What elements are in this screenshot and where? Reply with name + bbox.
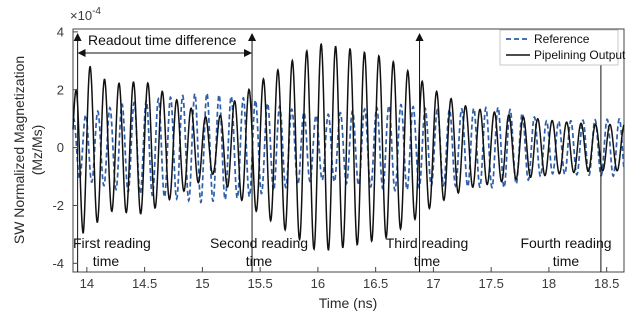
x-tick-label: 18.5 (594, 276, 619, 291)
x-tick-label: 14 (80, 276, 94, 291)
reading-time-label: Fourth reading (520, 235, 611, 251)
reading-time-label-2: time (414, 253, 441, 269)
x-tick-label: 16 (311, 276, 325, 291)
y-multiplier: ×10-4 (70, 6, 101, 23)
series-line-pipelining-output (72, 43, 625, 252)
x-tick-label: 15.5 (247, 276, 272, 291)
series-layer (72, 43, 625, 252)
x-tick-label: 16.5 (363, 276, 388, 291)
reading-time-label: First reading (73, 235, 151, 251)
x-tick-label: 17 (426, 276, 440, 291)
readout-annotation-text: Readout time difference (88, 32, 237, 48)
y-tick-label: 2 (57, 82, 64, 97)
reading-time-label-2: time (93, 253, 120, 269)
x-tick-label: 14.5 (132, 276, 157, 291)
x-tick-label: 17.5 (479, 276, 504, 291)
legend: Reference Pipelining Output (499, 29, 626, 66)
y-axis-label: SW Normalized Magnetization (11, 56, 27, 244)
marker-layer: First reading time Second reading time Third… (73, 33, 612, 272)
reading-time-label: Second reading (210, 235, 308, 251)
legend-reference-label: Reference (534, 32, 590, 46)
y-tick-label: -4 (52, 256, 64, 271)
y-tick-label: 4 (57, 24, 64, 39)
readout-annotation: Readout time difference (77, 32, 253, 57)
x-axis-label: Time (ns) (319, 295, 378, 311)
y-ticks: 4 2 0 -2 -4 (52, 24, 78, 271)
reading-time-label-2: time (553, 253, 580, 269)
y-axis-label-unit: (Mz/Ms) (29, 125, 45, 176)
plot-area (72, 28, 625, 273)
x-ticks: 14 14.5 15 15.5 16 16.5 17 17.5 18 18.5 (80, 267, 619, 291)
legend-pipelining-label: Pipelining Output (534, 48, 626, 62)
reading-time-label-2: time (246, 253, 273, 269)
x-tick-label: 15 (195, 276, 209, 291)
x-tick-label: 18 (542, 276, 556, 291)
reading-time-label: Third reading (386, 235, 469, 251)
y-tick-label: 0 (57, 140, 64, 155)
legend-box (499, 29, 619, 66)
y-tick-label: -2 (52, 198, 64, 213)
